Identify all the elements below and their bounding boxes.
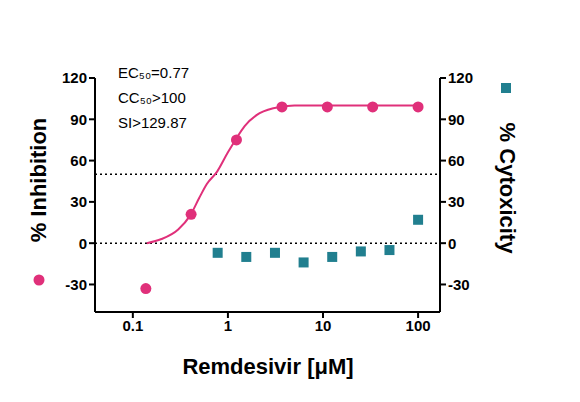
svg-text:CC₅₀>100: CC₅₀>100 [118, 89, 186, 106]
svg-text:30: 30 [448, 193, 465, 210]
svg-text:SI>129.87: SI>129.87 [118, 114, 187, 131]
svg-text:90: 90 [70, 111, 87, 128]
svg-text:30: 30 [70, 193, 87, 210]
svg-text:% Inhibition: % Inhibition [26, 118, 51, 243]
svg-text:120: 120 [448, 69, 473, 86]
svg-text:0.1: 0.1 [122, 317, 143, 334]
svg-text:Remdesivir [μM]: Remdesivir [μM] [182, 354, 353, 379]
svg-text:0: 0 [79, 235, 87, 252]
svg-text:60: 60 [448, 152, 465, 169]
svg-text:10: 10 [315, 317, 332, 334]
svg-text:90: 90 [448, 111, 465, 128]
svg-text:60: 60 [70, 152, 87, 169]
svg-text:-30: -30 [448, 276, 470, 293]
svg-text:1: 1 [224, 317, 232, 334]
svg-text:120: 120 [62, 69, 87, 86]
svg-text:EC₅₀=0.77: EC₅₀=0.77 [118, 64, 189, 81]
svg-text:% Cytoxicity: % Cytoxicity [495, 123, 520, 255]
svg-text:-30: -30 [65, 276, 87, 293]
svg-text:0: 0 [448, 235, 456, 252]
svg-text:100: 100 [406, 317, 431, 334]
